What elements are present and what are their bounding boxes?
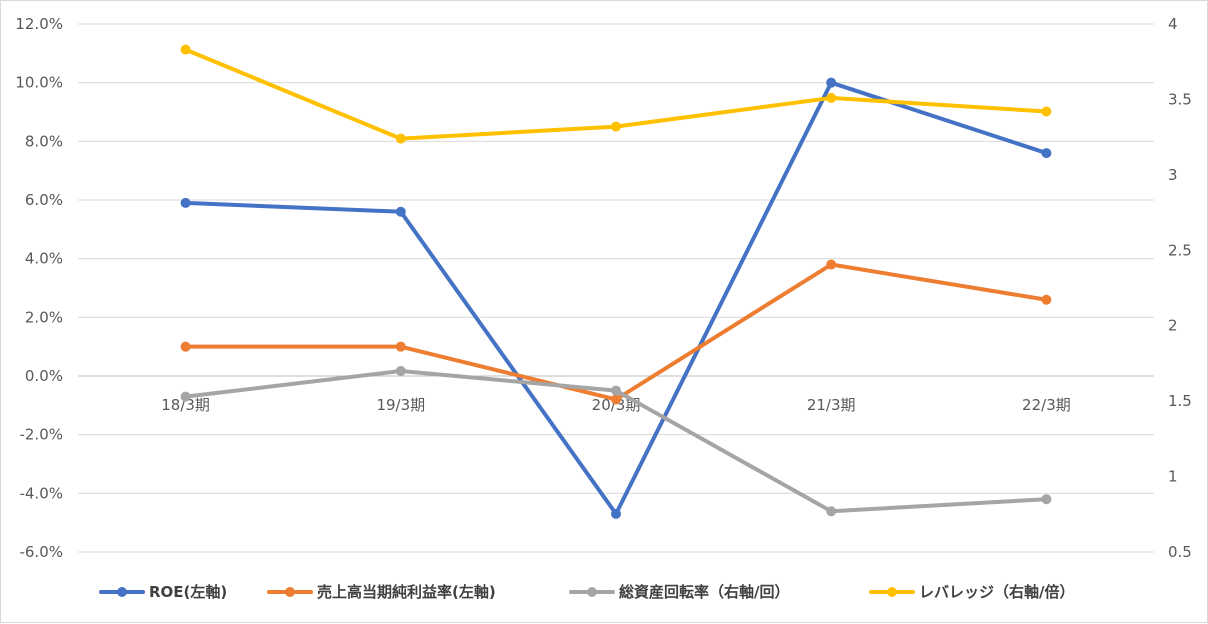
- left-axis-tick-label: -6.0%: [19, 543, 63, 561]
- data-point: [180, 391, 191, 402]
- right-axis-tick-label: 0.5: [1168, 543, 1192, 561]
- left-axis-tick-label: 8.0%: [25, 132, 63, 150]
- left-axis-tick-label: 2.0%: [25, 308, 63, 326]
- data-point: [1041, 148, 1052, 159]
- right-axis-tick-label: 3: [1168, 166, 1178, 184]
- right-axis-tick-label: 3.5: [1168, 90, 1192, 108]
- x-axis-tick-label: 22/3期: [1022, 396, 1071, 414]
- legend-swatch-marker: [117, 587, 127, 597]
- right-axis-ticks: 0.5 1 1.5 2 2.5 3 3.5 4: [1168, 15, 1192, 561]
- legend-swatch-marker: [285, 587, 295, 597]
- x-axis-tick-label: 21/3期: [807, 396, 856, 414]
- legend-label: レバレッジ（右軸/倍）: [919, 583, 1074, 601]
- right-axis-tick-label: 1: [1168, 468, 1178, 486]
- data-point: [1041, 494, 1052, 505]
- legend-label: 総資産回転率（右軸/回）: [619, 583, 789, 601]
- data-point: [826, 506, 837, 517]
- data-point: [1041, 106, 1052, 117]
- right-axis-tick-label: 2.5: [1168, 241, 1192, 259]
- right-axis-tick-label: 1.5: [1168, 392, 1192, 410]
- data-point: [395, 133, 406, 144]
- x-axis-tick-label: 19/3期: [376, 396, 425, 414]
- data-point: [180, 341, 191, 352]
- data-point: [395, 341, 406, 352]
- series-group: [180, 44, 1052, 519]
- gridlines: [78, 23, 1154, 553]
- data-point: [611, 508, 621, 519]
- data-point: [395, 206, 406, 217]
- data-point: [180, 197, 191, 208]
- data-point: [826, 77, 837, 88]
- data-point: [611, 385, 621, 396]
- series-line: [183, 80, 1049, 516]
- x-axis-tick-label: 20/3期: [592, 396, 641, 414]
- legend-swatch-marker: [587, 587, 597, 597]
- left-axis-tick-label: -4.0%: [19, 484, 63, 502]
- left-axis-ticks: -6.0% -4.0% -2.0% 0.0% 2.0% 4.0% 6.0% 8.0% 10.0%…: [15, 15, 63, 561]
- legend-label: ROE(左軸): [149, 583, 227, 601]
- left-axis-tick-label: 10.0%: [15, 74, 63, 92]
- data-point: [826, 259, 837, 270]
- left-axis-tick-label: 6.0%: [25, 191, 63, 209]
- legend-label: 売上高当期純利益率(左軸): [317, 583, 496, 601]
- left-axis-tick-label: 4.0%: [25, 250, 63, 268]
- data-point: [180, 44, 191, 55]
- legend-swatch-marker: [887, 587, 897, 597]
- right-axis-tick-label: 2: [1168, 317, 1178, 335]
- x-axis-tick-label: 18/3期: [161, 396, 210, 414]
- left-axis-tick-label: -2.0%: [19, 426, 63, 444]
- data-point: [611, 394, 621, 405]
- data-point: [395, 365, 406, 376]
- data-point: [611, 121, 621, 132]
- data-point: [826, 92, 837, 103]
- left-axis-tick-label: 0.0%: [25, 367, 63, 385]
- left-axis-tick-label: 12.0%: [15, 15, 63, 33]
- x-axis-ticks: 18/3期 19/3期 20/3期 21/3期 22/3期: [161, 396, 1070, 414]
- data-point: [1041, 294, 1052, 305]
- legend: ROE(左軸) 売上高当期純利益率(左軸) 総資産回転率（右軸/回） レバレッジ（右軸…: [99, 583, 1074, 601]
- right-axis-tick-label: 4: [1168, 15, 1178, 33]
